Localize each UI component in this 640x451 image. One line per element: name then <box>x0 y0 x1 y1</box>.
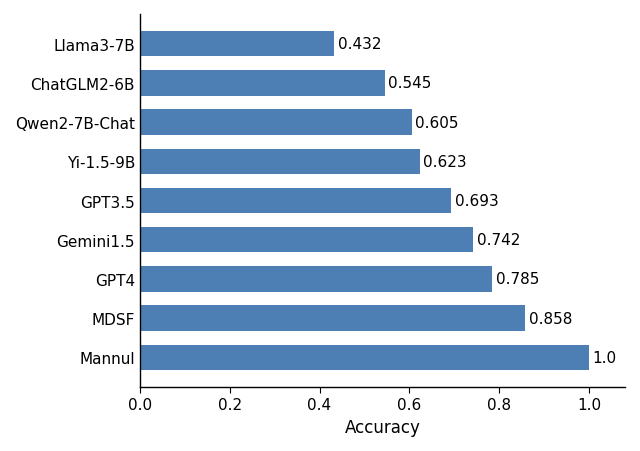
Text: 0.742: 0.742 <box>477 233 520 248</box>
Text: 0.693: 0.693 <box>455 193 499 208</box>
Bar <box>140 227 473 253</box>
Text: 0.623: 0.623 <box>423 154 467 170</box>
Bar <box>140 110 412 136</box>
Text: 0.605: 0.605 <box>415 115 459 130</box>
Bar <box>140 71 385 97</box>
Bar <box>140 149 420 175</box>
Text: 1.0: 1.0 <box>593 350 617 365</box>
Bar <box>140 189 451 214</box>
Text: 0.432: 0.432 <box>337 37 381 52</box>
Bar <box>140 345 589 370</box>
X-axis label: Accuracy: Accuracy <box>344 418 420 436</box>
Bar <box>140 32 334 57</box>
Bar <box>140 267 493 292</box>
Text: 0.858: 0.858 <box>529 311 572 326</box>
Text: 0.785: 0.785 <box>496 272 540 287</box>
Text: 0.545: 0.545 <box>388 76 431 91</box>
Bar <box>140 306 525 331</box>
